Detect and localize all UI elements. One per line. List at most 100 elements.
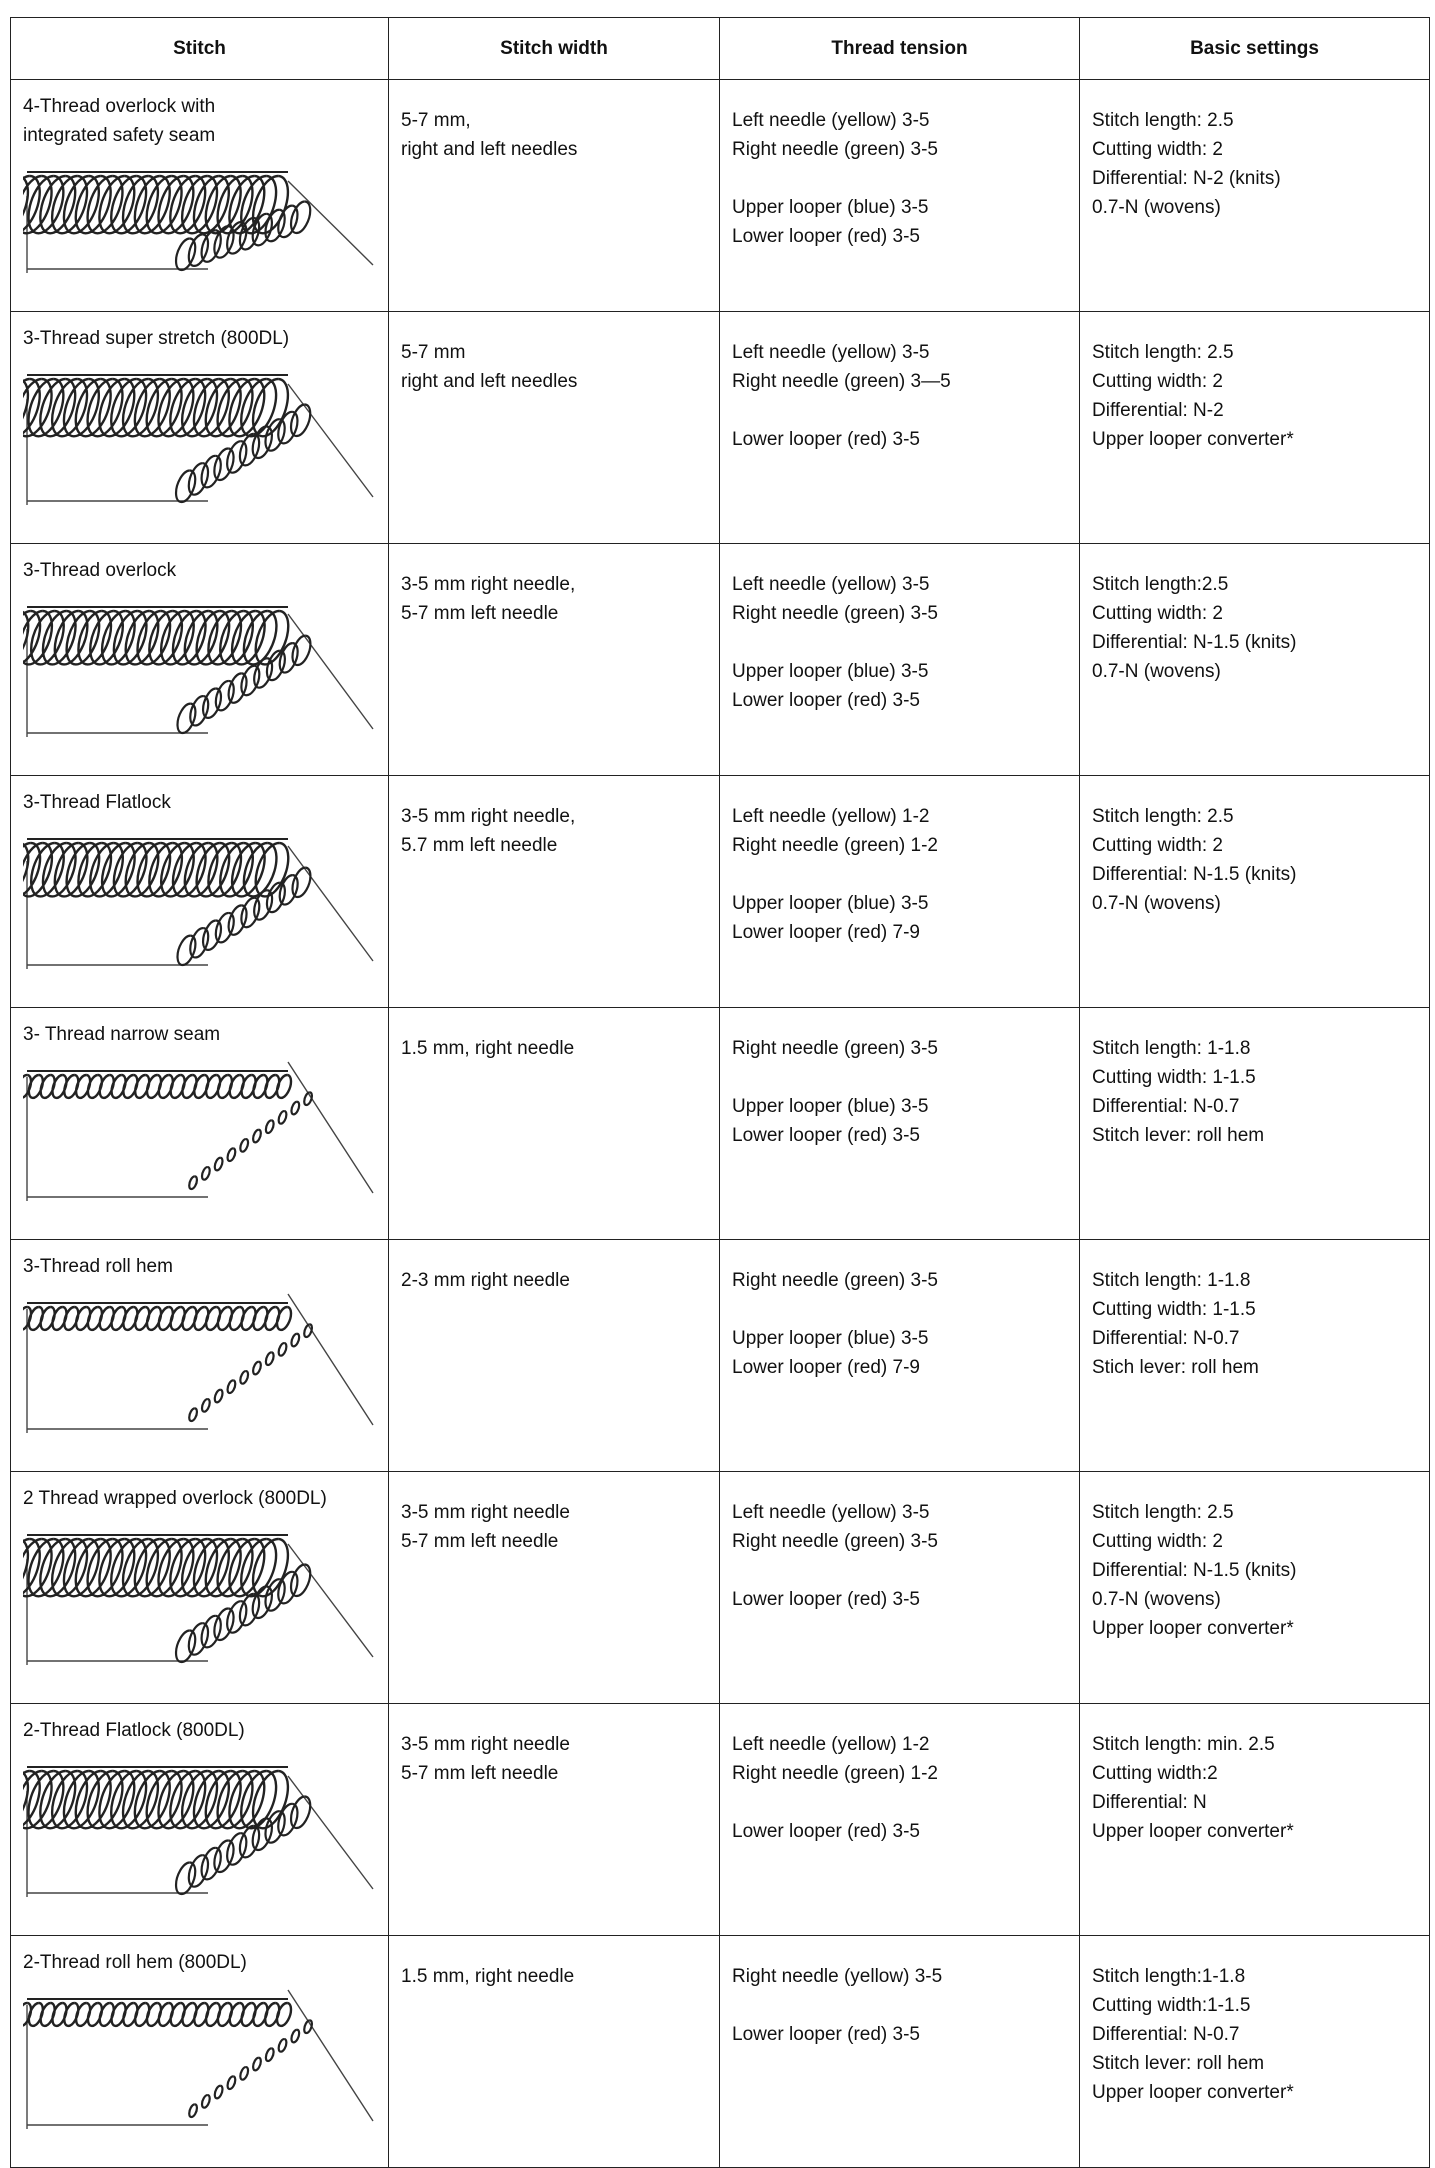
stitch-illustration [23,1061,374,1201]
stitch-illustration [23,606,374,737]
width-line: right and left needles [401,371,578,392]
setting-line: Differential: N-1.5 (knits) [1092,864,1297,885]
width-cell: 3-5 mm right needle, 5.7 mm left needle [388,775,720,1008]
settings-cell: Stitch length: min. 2.5 Cutting width:2 Di… [1079,1703,1430,1936]
tension-cell: Left needle (yellow) 3-5 Right needle (gr… [719,543,1080,776]
tension-cell: Left needle (yellow) 3-5 Right needle (gr… [719,311,1080,544]
setting-line: Cutting width: 2 [1092,139,1223,160]
width-line: 3-5 mm right needle [401,1734,570,1755]
thread [26,1061,374,1201]
stitch-illustration [23,1293,374,1433]
width-line: 3-5 mm right needle, [401,806,576,827]
setting-line: Upper looper converter* [1092,1618,1294,1639]
tension-cell: Left needle (yellow) 1-2 Right needle (gr… [719,775,1080,1008]
tension-line: Right needle (yellow) 3-5 [732,1966,943,1987]
setting-line: Stitch lever: roll hem [1092,2053,1265,2074]
tension-cell: Left needle (yellow) 1-2 Right needle (gr… [719,1703,1080,1936]
tension-line: Left needle (yellow) 1-2 [732,1734,930,1755]
stitch-loop [23,2001,293,2028]
stitch-illustration [23,374,374,505]
header-row: Stitch Stitch width Thread tension Basic se… [10,17,1430,80]
settings-cell: Stitch length: 1-1.8 Cutting width: 1-1.5… [1079,1239,1430,1472]
tension-line: Right needle (green) 1-2 [732,1763,938,1784]
setting-line: Cutting width: 2 [1092,1531,1223,1552]
stitch-cell: 3- Thread narrow seam [10,1007,389,1240]
stitch-name: 3-Thread overlock [23,560,177,581]
stitch-cell: 3-Thread Flatlock [10,775,389,1008]
stitch-illustration [23,171,374,273]
tension-line: Right needle (green) 1-2 [732,835,938,856]
setting-line: Differential: N-2 [1092,400,1224,421]
stitch-name: 2-Thread Flatlock (800DL) [23,1720,245,1741]
stitch-loop [176,634,312,735]
setting-line: Differential: N-2 (knits) [1092,168,1281,189]
width-cell: 1.5 mm, right needle [388,1935,720,2168]
setting-line: Stitch length: 2.5 [1092,110,1234,131]
stitch-illustration [23,1766,374,1897]
setting-line: Stitch lever: roll hem [1092,1125,1265,1146]
stitch-loop [23,377,290,438]
setting-line: 0.7-N (wovens) [1092,1589,1221,1610]
stitch-loop [23,1073,293,1100]
tension-line: Lower looper (red) 3-5 [732,1821,920,1842]
tension-line: Right needle (green) 3-5 [732,1531,938,1552]
width-cell: 3-5 mm right needle 5-7 mm left needle [388,1471,720,1704]
tension-line: Lower looper (red) 3-5 [732,690,920,711]
setting-line: Upper looper converter* [1092,1821,1294,1842]
stitch-loop [188,1323,313,1423]
stitch-cell: 2 Thread wrapped overlock (800DL) [10,1471,389,1704]
stitch-name: 2-Thread roll hem (800DL) [23,1952,247,1973]
tension-line: Left needle (yellow) 3-5 [732,342,930,363]
width-cell: 5-7 mm right and left needles [388,311,720,544]
width-line: 5.7 mm left needle [401,835,558,856]
spacer [732,1556,1079,1585]
stitch-loop [23,174,290,235]
spacer [732,396,1079,425]
table-row: 2 Thread wrapped overlock (800DL) 3-5 mm … [10,1471,1430,1704]
stitch-illustration [23,1989,374,2129]
spacer [732,860,1079,889]
tension-cell: Left needle (yellow) 3-5 Right needle (gr… [719,1471,1080,1704]
stitch-name: 3- Thread narrow seam [23,1024,221,1045]
tension-cell: Left needle (yellow) 3-5 Right needle (gr… [719,79,1080,312]
stitch-loop [174,1795,312,1896]
table-row: 3-Thread Flatlock 3-5 mm right needle, 5.7… [10,775,1430,1008]
tension-line: Upper looper (blue) 3-5 [732,893,929,914]
stitch-loop [174,200,312,272]
settings-cell: Stitch length:1-1.8 Cutting width:1-1.5 Di… [1079,1935,1430,2168]
tension-cell: Right needle (yellow) 3-5 Lower looper (r… [719,1935,1080,2168]
stitch-cell: 2-Thread roll hem (800DL) [10,1935,389,2168]
width-line: 2-3 mm right needle [401,1270,570,1291]
spacer [732,1788,1079,1817]
tension-line: Left needle (yellow) 3-5 [732,110,930,131]
setting-line: Differential: N-1.5 (knits) [1092,1560,1297,1581]
setting-line: Cutting width:2 [1092,1763,1218,1784]
setting-line: Differential: N-0.7 [1092,1096,1240,1117]
stitch-loop [23,609,290,666]
stitch-name: 2 Thread wrapped overlock (800DL) [23,1488,327,1509]
settings-cell: Stitch length: 2.5 Cutting width: 2 Differ… [1079,79,1430,312]
settings-cell: Stitch length: 2.5 Cutting width: 2 Differ… [1079,311,1430,544]
thread [26,845,374,969]
setting-line: 0.7-N (wovens) [1092,661,1221,682]
width-line: 3-5 mm right needle, [401,574,576,595]
thread [26,613,374,737]
tension-line: Upper looper (blue) 3-5 [732,197,929,218]
stitch-cell: 3-Thread roll hem [10,1239,389,1472]
tension-line: Right needle (green) 3-5 [732,1038,938,1059]
stitch-loop [174,1563,312,1664]
stitch-cell: 2-Thread Flatlock (800DL) [10,1703,389,1936]
table-row: 4-Thread overlock with integrated safety … [10,79,1430,312]
stitch-loop [23,841,290,898]
table-row: 3-Thread super stretch (800DL) 5-7 mm righ… [10,311,1430,544]
setting-line: Differential: N-0.7 [1092,1328,1240,1349]
setting-line: Stitch length: 2.5 [1092,806,1234,827]
table-row: 2-Thread Flatlock (800DL) 3-5 mm right ne… [10,1703,1430,1936]
stitch-loop [23,1537,290,1598]
table-row: 2-Thread roll hem (800DL) 1.5 mm, right n… [10,1935,1430,2168]
tension-line: Upper looper (blue) 3-5 [732,1328,929,1349]
setting-line: Stitch length: 2.5 [1092,1502,1234,1523]
tension-line: Left needle (yellow) 3-5 [732,1502,930,1523]
column-header: Stitch width [388,17,720,80]
settings-cell: Stitch length:2.5 Cutting width: 2 Differe… [1079,543,1430,776]
